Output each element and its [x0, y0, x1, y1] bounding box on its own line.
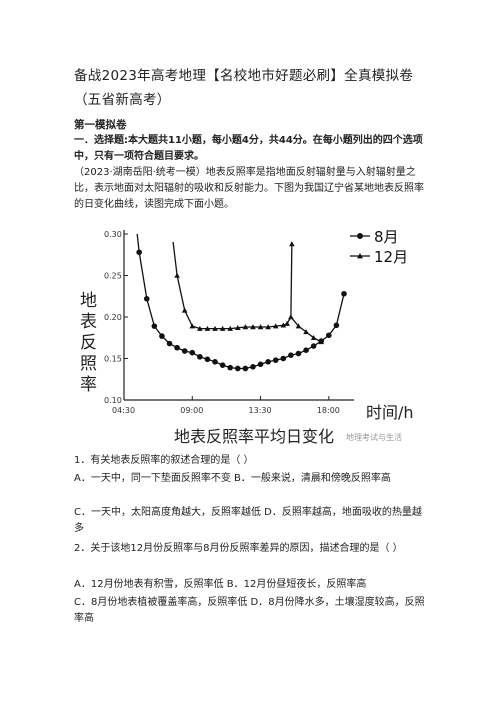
data-point-dec [227, 325, 234, 331]
chart-series [136, 233, 347, 372]
data-point-aug [257, 361, 264, 368]
data-point-dec [318, 339, 325, 345]
x-tick-label: 13:30 [249, 406, 272, 415]
data-point-aug [288, 352, 294, 358]
series-line-dec [172, 241, 322, 343]
y-axis-label-char: 照 [80, 354, 97, 374]
question-2-options-cd: C．8月份地表植被覆盖率高，反照率低 D．8月份降水多，土壤湿度较高，反照率高 [74, 597, 425, 624]
question-1: 1．有关地表反照率的叙述合理的是（ ） [74, 455, 254, 466]
data-point-aug [219, 362, 226, 368]
x-tick-label: 18:00 [317, 406, 340, 415]
y-axis-label-char: 地 [80, 291, 97, 311]
y-tick-label: 0.10 [104, 396, 122, 405]
data-point-dec [181, 307, 188, 313]
data-point-dec [303, 329, 309, 335]
data-point-aug [159, 333, 165, 339]
y-axis-label-char: 率 [80, 375, 97, 395]
data-point-dec [174, 272, 180, 278]
chart-axes [123, 230, 354, 401]
x-tick-label: 09:00 [180, 406, 203, 415]
dec-spike-line [290, 241, 293, 318]
watermark-text: 地理考试与生活 [346, 432, 402, 442]
data-point-aug [143, 295, 150, 302]
question-1-options-cd: C．一天中，太阳高度角越大，反照率越低 D．反照率越高，地面吸收的热量越多 [74, 507, 422, 534]
data-point-dec [242, 324, 249, 330]
data-point-aug [341, 290, 347, 297]
data-point-aug [310, 343, 317, 349]
albedo-chart: 0.30 0.25 0.20 0.15 0.10 04:30 09:00 13:30 18:0… [80, 228, 414, 446]
data-point-aug [174, 344, 180, 351]
data-point-aug [333, 322, 340, 329]
y-axis-label: 地表反照率 [80, 291, 97, 395]
data-point-dec [295, 323, 302, 329]
question-2: 2．关于该地12月份反照率与8月份反照率差异的原因，描述合理的是（ ） [74, 543, 403, 554]
data-point-dec [265, 324, 271, 330]
data-point-dec [250, 324, 256, 330]
data-point-dec [284, 320, 290, 326]
data-point-aug [204, 356, 211, 363]
legend-marker [357, 233, 363, 239]
data-point-dec [280, 322, 287, 328]
data-point-aug [212, 359, 218, 365]
data-point-dec [219, 325, 226, 331]
data-point-aug [151, 323, 158, 329]
legend-label: 12月 [374, 248, 408, 266]
data-point-dec [197, 325, 203, 331]
data-point-dec [189, 323, 196, 329]
data-point-aug [295, 350, 302, 357]
data-point-dec [272, 323, 279, 329]
data-point-aug [242, 365, 249, 372]
data-point-aug [303, 347, 309, 353]
legend-label: 8月 [374, 228, 399, 246]
data-point-aug [181, 348, 188, 354]
data-point-dec [204, 325, 211, 331]
data-point-dec [310, 334, 317, 340]
section-heading: 第一模拟卷 [74, 119, 127, 131]
data-point-aug [326, 332, 332, 339]
data-point-aug [227, 364, 234, 371]
y-tick-label: 0.30 [104, 230, 122, 239]
data-point-aug [197, 354, 203, 360]
data-point-aug [250, 364, 256, 370]
legend-marker [357, 253, 363, 259]
y-tick-label: 0.25 [104, 272, 122, 281]
data-point-aug [265, 359, 271, 365]
data-point-aug [136, 249, 142, 256]
data-point-dec [234, 324, 241, 331]
passage-text: （2023·湖南岳阳·统考一模）地表反照率是指地面反射辐射量与入射辐射量之比，表… [74, 167, 424, 210]
data-point-dec [289, 241, 295, 247]
y-axis-label-char: 反 [80, 333, 97, 353]
chart-title: 地表反照率平均日变化 [174, 427, 334, 446]
instructions-text: 一．选择题:本大题共11小题，每小题4分，共44分。在每小题列出的四个选项中，只… [74, 135, 423, 162]
x-axis-label: 时间/h [366, 403, 414, 422]
document-title: 备战2023年高考地理【名校地市好题必刷】全真模拟卷（五省新高考） [74, 68, 414, 108]
y-tick-label: 0.20 [104, 313, 122, 322]
y-axis-label-char: 表 [80, 312, 97, 332]
data-point-aug [166, 340, 173, 347]
y-tick-label: 0.15 [104, 355, 122, 364]
x-tick-labels: 04:30 09:00 13:30 18:00 [112, 396, 340, 415]
x-tick-label: 04:30 [112, 406, 135, 415]
y-tick-labels: 0.30 0.25 0.20 0.15 0.10 [104, 230, 128, 405]
data-point-aug [280, 355, 287, 362]
question-1-options-ab: A．一天中，同一下垫面反照率不变 B．一般来说，清晨和傍晚反照率高 [74, 473, 391, 484]
data-point-dec [212, 325, 218, 331]
question-2-options-ab: A．12月份地表有积雪，反照率低 B．12月份昼短夜长，反照率高 [74, 579, 367, 590]
data-point-dec [257, 324, 264, 330]
data-point-aug [234, 365, 241, 372]
data-point-aug [272, 357, 279, 363]
data-point-aug [189, 349, 196, 356]
